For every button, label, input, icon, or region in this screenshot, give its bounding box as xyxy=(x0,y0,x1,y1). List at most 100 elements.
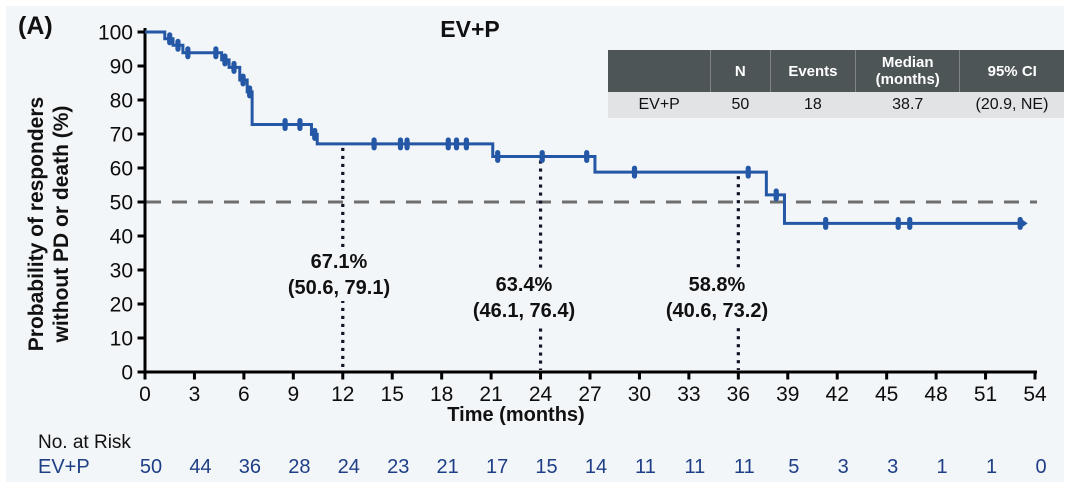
censor-mark xyxy=(371,137,377,151)
at-risk-count: 1 xyxy=(985,456,998,478)
x-tick-label: 45 xyxy=(875,383,898,406)
censor-mark xyxy=(584,149,590,163)
summary-header-n: N xyxy=(709,50,771,92)
summary-header-blank xyxy=(608,50,711,92)
at-risk-count: 44 xyxy=(189,456,212,478)
y-tick-label: 80 xyxy=(110,90,133,113)
censor-mark xyxy=(240,73,246,87)
at-risk-count: 24 xyxy=(337,456,360,478)
x-tick-label: 6 xyxy=(238,383,250,406)
y-axis-title-line2: without PD or death (%) xyxy=(50,105,73,343)
x-tick-label: 21 xyxy=(479,383,502,406)
x-tick-label: 54 xyxy=(1023,383,1047,406)
at-risk-count: 1 xyxy=(936,456,948,478)
at-risk-count: 14 xyxy=(584,456,608,478)
at-risk-row-label: EV+P xyxy=(38,456,90,478)
at-risk-count: 23 xyxy=(387,456,410,478)
x-tick-label: 3 xyxy=(189,383,201,406)
y-tick-label: 100 xyxy=(98,22,133,45)
censor-mark xyxy=(213,46,219,60)
x-tick-label: 33 xyxy=(677,383,700,406)
at-risk-count: 50 xyxy=(139,456,163,478)
censor-mark xyxy=(631,165,638,179)
at-risk-heading: No. at Risk xyxy=(38,432,131,453)
censor-mark xyxy=(907,216,913,230)
censor-mark xyxy=(463,137,469,151)
censor-mark xyxy=(745,165,751,179)
at-risk-count: 3 xyxy=(837,456,849,478)
at-risk-count: 21 xyxy=(436,456,459,478)
at-risk-count: 17 xyxy=(485,456,509,478)
censor-mark xyxy=(312,127,318,141)
censor-mark xyxy=(231,60,237,74)
summary-table-header-row: N Events Median (months) 95% CI xyxy=(608,50,1064,92)
at-risk-count: 15 xyxy=(535,456,558,478)
landmark-rate: 67.1% xyxy=(310,251,368,273)
at-risk-values-row: 50 44 36 28 24 23 21 17 15 14 11 11 11 5 3 3 1 1 0 xyxy=(6,456,1064,482)
x-tick-label: 39 xyxy=(776,383,799,406)
y-tick-label: 90 xyxy=(110,56,133,79)
censor-mark xyxy=(222,53,228,67)
y-tick-label: 40 xyxy=(110,226,133,249)
censor-mark xyxy=(445,137,451,151)
at-risk-count: 5 xyxy=(788,456,800,478)
at-risk-count: 11 xyxy=(733,456,755,478)
x-tick-label: 48 xyxy=(924,383,947,406)
censor-mark xyxy=(539,149,545,163)
chart-title: EV+P xyxy=(440,16,500,42)
summary-table: N Events Median (months) 95% CI EV+P 50 … xyxy=(608,50,1064,118)
at-risk-count: 11 xyxy=(684,456,706,478)
summary-cell-events: 18 xyxy=(770,92,856,118)
landmark-annotation-12mo: 67.1% (50.6, 79.1) xyxy=(282,249,396,301)
summary-cell-ci: (20.9, NE) xyxy=(959,92,1064,118)
x-tick-label: 12 xyxy=(331,383,354,406)
y-tick-label: 30 xyxy=(110,260,133,283)
x-tick-label: 36 xyxy=(727,383,750,406)
censor-mark xyxy=(282,117,288,131)
x-tick-label: 27 xyxy=(578,383,601,406)
panel-label: (A) xyxy=(18,12,53,40)
y-tick-label: 10 xyxy=(110,328,133,351)
x-tick-label: 42 xyxy=(826,383,849,406)
censor-mark xyxy=(1017,216,1023,230)
at-risk-count: 36 xyxy=(238,456,261,478)
censor-mark xyxy=(185,46,191,60)
landmark-ci: (40.6, 73.2) xyxy=(665,300,769,322)
censor-mark xyxy=(175,38,181,52)
summary-header-median: Median (months) xyxy=(854,50,960,92)
landmark-annotation-36mo: 58.8% (40.6, 73.2) xyxy=(660,272,774,324)
y-axis-title-line1: Probability of responders xyxy=(25,96,48,352)
x-tick-label: 0 xyxy=(139,383,151,406)
landmark-ci: (46.1, 76.4) xyxy=(472,300,576,322)
landmark-rate: 63.4% xyxy=(495,274,553,296)
x-tick-label: 18 xyxy=(430,383,453,406)
x-tick-label: 24 xyxy=(529,383,553,406)
y-tick-label: 0 xyxy=(121,362,133,385)
at-risk-count: 28 xyxy=(288,456,311,478)
censor-mark xyxy=(495,149,501,163)
censor-mark xyxy=(404,137,410,151)
y-tick-label: 60 xyxy=(110,158,133,181)
y-tick-label: 70 xyxy=(110,124,133,147)
summary-cell-group: EV+P xyxy=(608,92,711,118)
censor-mark xyxy=(895,216,901,230)
landmark-annotation-24mo: 63.4% (46.1, 76.4) xyxy=(467,272,581,324)
censor-mark xyxy=(297,117,303,131)
y-tick-label: 50 xyxy=(110,192,133,215)
x-tick-label: 30 xyxy=(628,383,651,406)
summary-header-events: Events xyxy=(769,50,856,92)
at-risk-count: 0 xyxy=(1035,456,1047,478)
censor-mark xyxy=(453,137,460,151)
summary-table-data-row: EV+P 50 18 38.7 (20.9, NE) xyxy=(608,92,1064,118)
summary-header-ci: 95% CI xyxy=(959,50,1064,92)
landmark-ci: (50.6, 79.1) xyxy=(287,277,391,299)
y-tick-label: 20 xyxy=(110,294,133,317)
at-risk-count: 11 xyxy=(635,456,656,478)
censor-mark xyxy=(397,137,404,151)
landmark-rate: 58.8% xyxy=(688,274,746,296)
censor-mark xyxy=(773,188,779,202)
summary-cell-n: 50 xyxy=(710,92,771,118)
y-axis-title: Probability of responders without PD or … xyxy=(24,14,76,434)
